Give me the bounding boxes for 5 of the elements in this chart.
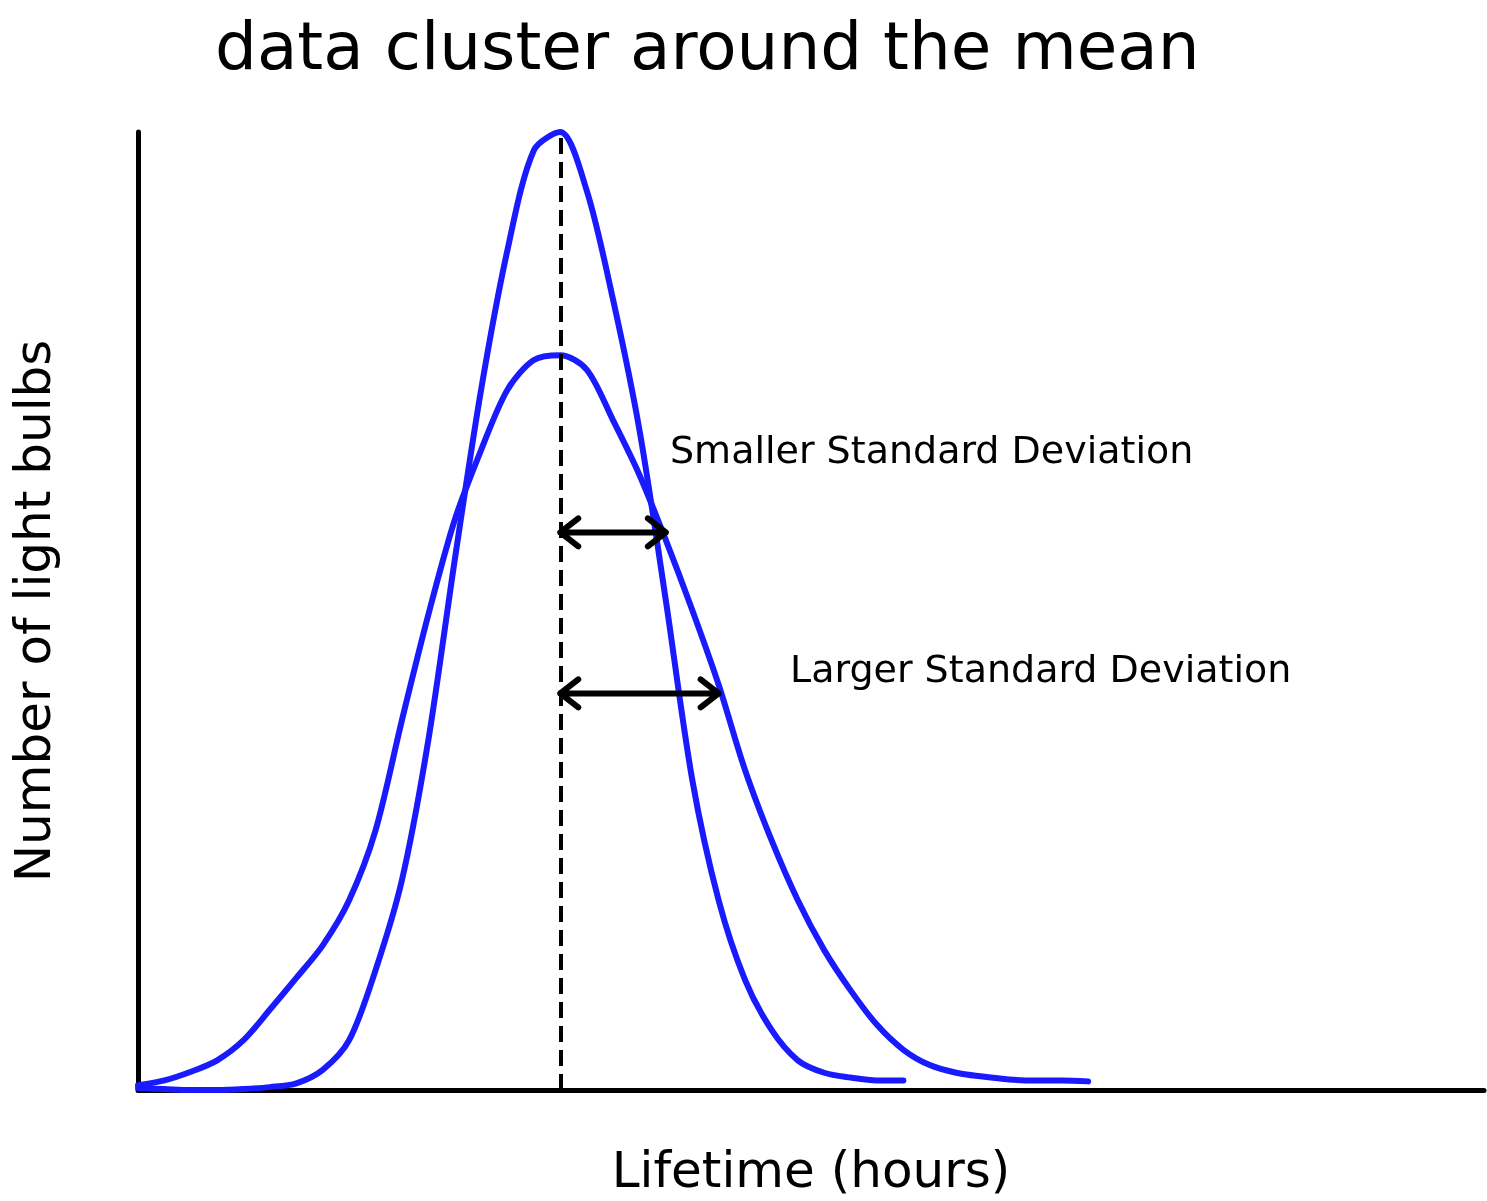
- annotation: Smaller Standard Deviation: [670, 428, 1194, 472]
- annotation: Larger Standard Deviation: [790, 647, 1292, 691]
- chart-title: data cluster around the mean: [215, 7, 1200, 85]
- y-axis-title: Number of light bulbs: [4, 339, 62, 883]
- x-axis-title: Lifetime (hours): [611, 1141, 1011, 1199]
